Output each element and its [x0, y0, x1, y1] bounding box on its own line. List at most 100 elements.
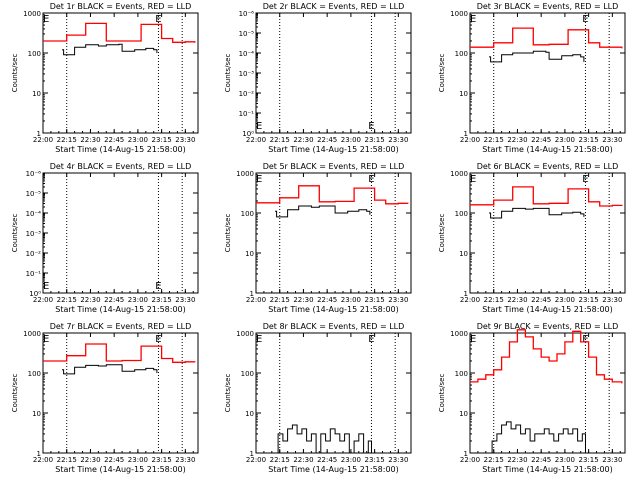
- x-axis-title: Start Time (14-Aug-15 21:58:00): [482, 305, 613, 314]
- panel-title: Det 4r BLACK = Events, RED = LLD: [50, 162, 192, 171]
- x-tick-label: 22:30: [293, 136, 313, 144]
- x-tick-label: 22:00: [460, 136, 480, 144]
- x-axis-title: Start Time (14-Aug-15 21:58:00): [55, 465, 186, 474]
- y-tick-label: 1: [464, 290, 468, 298]
- x-tick-label: 22:30: [293, 456, 313, 464]
- x-tick-label: 22:00: [246, 136, 266, 144]
- x-tick-label: 22:30: [80, 136, 100, 144]
- x-tick-label: 22:30: [507, 296, 527, 304]
- x-tick-label: 22:45: [531, 296, 551, 304]
- panel-det-3r: Det 3r BLACK = Events, RED = LLD 22:00 22:…: [438, 2, 626, 154]
- plot-frame: [255, 172, 412, 294]
- x-tick-label: 22:15: [57, 136, 77, 144]
- event-marker-E: E: [155, 334, 161, 345]
- series-lld-line: [43, 22, 196, 43]
- x-tick-label: 23:30: [388, 296, 408, 304]
- x-tick-label: 22:30: [293, 296, 313, 304]
- x-axis-title: Start Time (14-Aug-15 21:58:00): [55, 145, 186, 154]
- x-tick-label: 22:15: [270, 296, 290, 304]
- y-tick-label: 1: [37, 450, 41, 458]
- x-tick-label: 23:00: [341, 456, 361, 464]
- y-tick-label: 100: [455, 370, 468, 378]
- series-lld-line: [470, 186, 623, 207]
- event-marker-E: E: [155, 281, 161, 292]
- y-tick-label: 10: [459, 90, 468, 98]
- y-tick-label: 100: [241, 370, 254, 378]
- y-axis-title: Counts/sec: [11, 214, 19, 253]
- y-tick-label: 10⁻²: [26, 250, 42, 258]
- y-tick-label: 100: [455, 50, 468, 58]
- y-axis-title: Counts/sec: [11, 374, 19, 413]
- x-tick-label: 23:00: [555, 136, 575, 144]
- x-tick-label: 23:15: [579, 456, 599, 464]
- x-tick-label: 22:00: [460, 296, 480, 304]
- x-tick-label: 22:45: [104, 136, 124, 144]
- y-axis-title: Counts/sec: [11, 54, 19, 93]
- event-marker-E: E: [43, 334, 49, 345]
- y-tick-label: 10⁻¹: [26, 270, 42, 278]
- x-tick-label: 23:15: [152, 136, 172, 144]
- x-tick-label: 23:15: [152, 296, 172, 304]
- series-events-line: [275, 205, 371, 218]
- x-axis-title: Start Time (14-Aug-15 21:58:00): [55, 305, 186, 314]
- x-axis-title: Start Time (14-Aug-15 21:58:00): [268, 305, 399, 314]
- event-marker-E: E: [582, 14, 588, 25]
- y-axis-title: Counts/sec: [438, 214, 446, 253]
- y-axis-title: Counts/sec: [438, 54, 446, 93]
- y-tick-label: 10⁰: [242, 130, 254, 138]
- event-marker-E: E: [155, 14, 161, 25]
- y-tick-label: 10⁻¹: [239, 110, 255, 118]
- y-tick-label: 100: [241, 210, 254, 218]
- y-tick-label: 1: [464, 450, 468, 458]
- series-lld-line: [256, 185, 409, 205]
- x-tick-label: 22:45: [104, 296, 124, 304]
- series-events-line: [275, 424, 372, 454]
- x-tick-label: 22:30: [80, 456, 100, 464]
- x-tick-label: 23:00: [128, 456, 148, 464]
- series-events-line: [489, 207, 585, 219]
- y-tick-label: 10⁻⁶: [26, 170, 42, 178]
- y-tick-label: 1000: [450, 170, 468, 178]
- x-tick-label: 23:00: [555, 296, 575, 304]
- x-tick-label: 23:15: [365, 136, 385, 144]
- x-tick-label: 23:30: [175, 136, 195, 144]
- event-marker-E: E: [368, 174, 374, 185]
- y-tick-label: 10⁻⁶: [239, 10, 255, 18]
- plot-frame: [469, 12, 626, 134]
- x-tick-label: 22:45: [104, 456, 124, 464]
- series-events-line: [62, 43, 158, 56]
- y-tick-label: 10: [245, 250, 254, 258]
- y-tick-label: 10⁻⁵: [239, 30, 255, 38]
- event-marker-E: E: [43, 281, 49, 292]
- x-axis-title: Start Time (14-Aug-15 21:58:00): [482, 465, 613, 474]
- x-axis-title: Start Time (14-Aug-15 21:58:00): [482, 145, 613, 154]
- panel-det-2r: Det 2r BLACK = Events, RED = LLD 22:00 22:…: [224, 2, 412, 154]
- y-tick-label: 1: [37, 130, 41, 138]
- panel-title: Det 2r BLACK = Events, RED = LLD: [263, 2, 405, 11]
- y-axis-title: Counts/sec: [438, 374, 446, 413]
- event-marker-E: E: [368, 334, 374, 345]
- x-tick-label: 22:00: [246, 296, 266, 304]
- event-marker-E: E: [43, 14, 49, 25]
- x-tick-label: 23:15: [579, 296, 599, 304]
- x-tick-label: 22:15: [270, 136, 290, 144]
- event-marker-E: E: [368, 121, 374, 132]
- panel-title: Det 9r BLACK = Events, RED = LLD: [477, 322, 619, 331]
- x-tick-label: 22:00: [33, 456, 53, 464]
- x-tick-label: 23:00: [341, 296, 361, 304]
- x-tick-label: 22:45: [317, 296, 337, 304]
- y-tick-label: 1: [464, 130, 468, 138]
- x-tick-label: 23:00: [341, 136, 361, 144]
- x-tick-label: 23:30: [388, 456, 408, 464]
- x-tick-label: 22:00: [33, 296, 53, 304]
- x-tick-label: 23:15: [579, 136, 599, 144]
- panel-title: Det 6r BLACK = Events, RED = LLD: [477, 162, 619, 171]
- x-tick-label: 22:45: [531, 136, 551, 144]
- x-tick-label: 22:15: [57, 296, 77, 304]
- y-tick-label: 10⁻⁵: [26, 190, 42, 198]
- x-tick-label: 22:30: [507, 456, 527, 464]
- x-tick-label: 22:30: [507, 136, 527, 144]
- x-tick-label: 22:45: [317, 136, 337, 144]
- y-tick-label: 10⁻⁴: [26, 210, 42, 218]
- x-tick-label: 22:15: [484, 296, 504, 304]
